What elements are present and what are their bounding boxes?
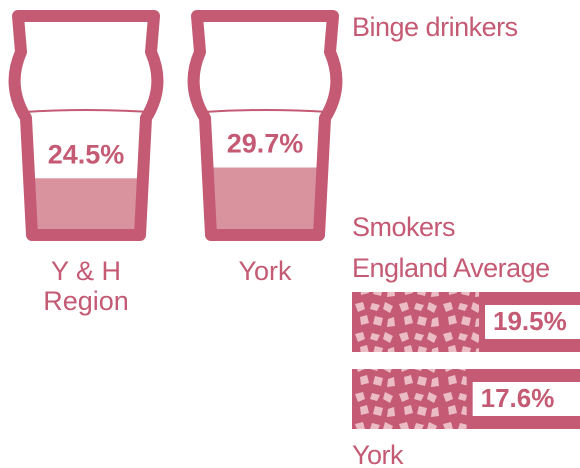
glass-outline (187, 10, 343, 241)
value-label: 17.6% (481, 383, 555, 413)
bar (352, 292, 480, 352)
value-label: 19.5% (493, 306, 567, 336)
category-label: York (352, 440, 404, 468)
glass-line (202, 109, 330, 113)
category-label: England Average (352, 253, 550, 283)
bar (352, 369, 467, 429)
value-label: 24.5% (48, 139, 125, 169)
glass-fill (14, 178, 158, 229)
glass-line (23, 109, 151, 113)
category-label: Y & H Region (43, 256, 129, 316)
value-box (485, 305, 580, 339)
value-box (472, 382, 580, 416)
category-label: York (238, 256, 292, 286)
value-label: 29.7% (227, 129, 304, 159)
chart-title: Binge drinkers (352, 12, 518, 42)
glass-fill (193, 167, 337, 229)
glass-outline (8, 10, 164, 241)
chart-title: Smokers (352, 212, 456, 242)
